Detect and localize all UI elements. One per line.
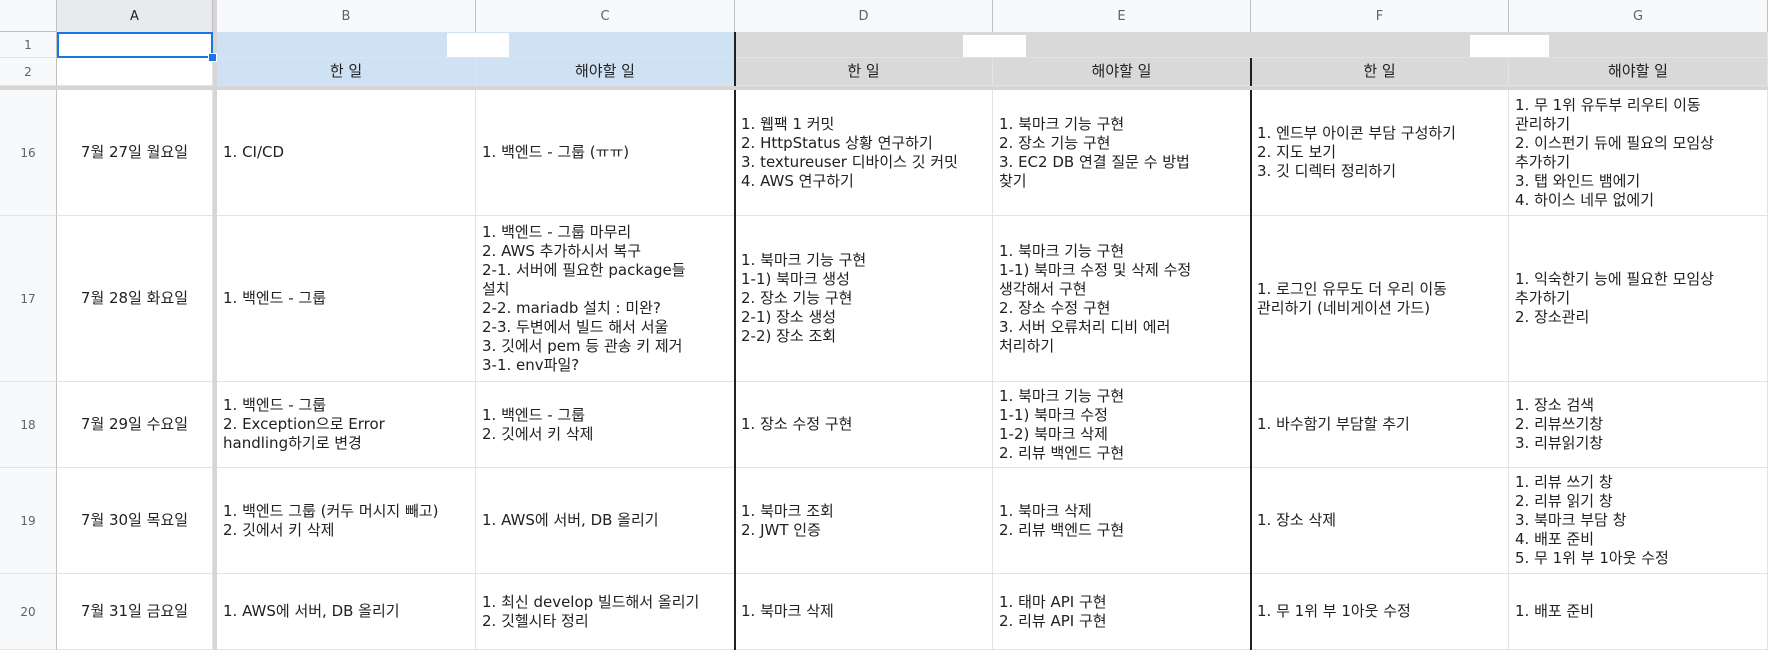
select-all-corner[interactable] [0, 0, 57, 32]
frozen-row-divider[interactable] [0, 86, 1768, 90]
frozen-column-divider[interactable] [213, 0, 217, 650]
column-header-a[interactable]: A [57, 0, 213, 32]
date-cell[interactable]: 7월 31일 금요일 [57, 574, 213, 650]
task-cell[interactable]: 1. 백엔드 - 그룹 마무리 2. AWS 추가하시서 복구 2-1. 서버에… [476, 216, 735, 382]
task-cell[interactable]: 1. 로그인 유무도 더 우리 이동 관리하기 (네비게이션 가드) [1251, 216, 1509, 382]
fill-handle[interactable] [208, 53, 217, 62]
task-cell[interactable]: 1. 북마크 삭제 [735, 574, 993, 650]
cell-d1-g1-merged[interactable] [735, 32, 1768, 58]
column-header-g[interactable]: G [1509, 0, 1768, 32]
row-header-16[interactable]: 16 [0, 90, 57, 216]
row-header-19[interactable]: 19 [0, 468, 57, 574]
task-cell[interactable]: 1. 북마크 삭제 2. 리뷰 백엔드 구현 [993, 468, 1251, 574]
row-header-20[interactable]: 20 [0, 574, 57, 650]
task-cell[interactable]: 1. 장소 수정 구현 [735, 382, 993, 468]
task-cell[interactable]: 1. 북마크 기능 구현 1-1) 북마크 수정 1-2) 북마크 삭제 2. … [993, 382, 1251, 468]
group-divider [1250, 58, 1252, 650]
row-header-2[interactable]: 2 [0, 58, 57, 86]
task-cell[interactable]: 1. 백엔드 - 그룹 2. Exception으로 Error handlin… [217, 382, 476, 468]
row-header-17[interactable]: 17 [0, 216, 57, 382]
task-cell[interactable]: 1. 백엔드 - 그룹 2. 깃에서 키 삭제 [476, 382, 735, 468]
task-cell[interactable]: 1. 백엔드 - 그룹 (ㅠㅠ) [476, 90, 735, 216]
cell-d1-value-chip [963, 35, 1026, 57]
column-header-b[interactable]: B [217, 0, 476, 32]
task-cell[interactable]: 1. 북마크 조회 2. JWT 인증 [735, 468, 993, 574]
task-cell[interactable]: 1. 배포 준비 [1509, 574, 1768, 650]
active-cell-selection [57, 32, 213, 58]
task-cell[interactable]: 1. 바수함기 부담할 추기 [1251, 382, 1509, 468]
cell-a2[interactable] [57, 58, 213, 86]
subheader-todo-3[interactable]: 해야할 일 [1509, 58, 1768, 86]
date-cell[interactable]: 7월 29일 수요일 [57, 382, 213, 468]
column-header-f[interactable]: F [1251, 0, 1509, 32]
task-cell[interactable]: 1. 장소 검색 2. 리뷰쓰기창 3. 리뷰읽기창 [1509, 382, 1768, 468]
column-header-e[interactable]: E [993, 0, 1251, 32]
row-header-18[interactable]: 18 [0, 382, 57, 468]
task-cell[interactable]: 1. 무 1위 부 1아웃 수정 [1251, 574, 1509, 650]
task-cell[interactable]: 1. 백엔드 그룹 (커두 머시지 빼고) 2. 깃에서 키 삭제 [217, 468, 476, 574]
task-cell[interactable]: 1. 무 1위 유두부 리우티 이동 관리하기 2. 이스펀기 듀에 필요의 모… [1509, 90, 1768, 216]
row-header-1[interactable]: 1 [0, 32, 57, 58]
subheader-done-2[interactable]: 한 일 [735, 58, 993, 86]
task-cell[interactable]: 1. 북마크 기능 구현 2. 장소 기능 구현 3. EC2 DB 연결 질문… [993, 90, 1251, 216]
subheader-todo-2[interactable]: 해야할 일 [993, 58, 1251, 86]
task-cell[interactable]: 1. 장소 삭제 [1251, 468, 1509, 574]
task-cell[interactable]: 1. AWS에 서버, DB 올리기 [476, 468, 735, 574]
task-cell[interactable]: 1. 태마 API 구현 2. 리뷰 API 구현 [993, 574, 1251, 650]
cell-b1-value-chip [447, 33, 509, 57]
task-cell[interactable]: 1. 백엔드 - 그룹 [217, 216, 476, 382]
task-cell[interactable]: 1. 웹팩 1 커밋 2. HttpStatus 상황 연구하기 3. text… [735, 90, 993, 216]
subheader-done-3[interactable]: 한 일 [1251, 58, 1509, 86]
task-cell[interactable]: 1. 엔드부 아이콘 부담 구성하기 2. 지도 보기 3. 깃 디렉터 정리하… [1251, 90, 1509, 216]
column-header-c[interactable]: C [476, 0, 735, 32]
cell-f1-value-chip [1470, 35, 1549, 57]
task-cell[interactable]: 1. CI/CD [217, 90, 476, 216]
task-cell[interactable]: 1. 익숙한기 능에 필요한 모임상 추가하기 2. 장소관리 [1509, 216, 1768, 382]
task-cell[interactable]: 1. AWS에 서버, DB 올리기 [217, 574, 476, 650]
group-divider [734, 32, 736, 650]
task-cell[interactable]: 1. 북마크 기능 구현 1-1) 북마크 생성 2. 장소 기능 구현 2-1… [735, 216, 993, 382]
task-cell[interactable]: 1. 최신 develop 빌드해서 올리기 2. 깃헬시타 정리 [476, 574, 735, 650]
subheader-todo-1[interactable]: 해야할 일 [476, 58, 735, 86]
date-cell[interactable]: 7월 27일 월요일 [57, 90, 213, 216]
subheader-done-1[interactable]: 한 일 [217, 58, 476, 86]
task-cell[interactable]: 1. 북마크 기능 구현 1-1) 북마크 수정 및 삭제 수정 생각해서 구현… [993, 216, 1251, 382]
column-header-d[interactable]: D [735, 0, 993, 32]
date-cell[interactable]: 7월 30일 목요일 [57, 468, 213, 574]
date-cell[interactable]: 7월 28일 화요일 [57, 216, 213, 382]
task-cell[interactable]: 1. 리뷰 쓰기 창 2. 리뷰 읽기 창 3. 북마크 부담 창 4. 배포 … [1509, 468, 1768, 574]
